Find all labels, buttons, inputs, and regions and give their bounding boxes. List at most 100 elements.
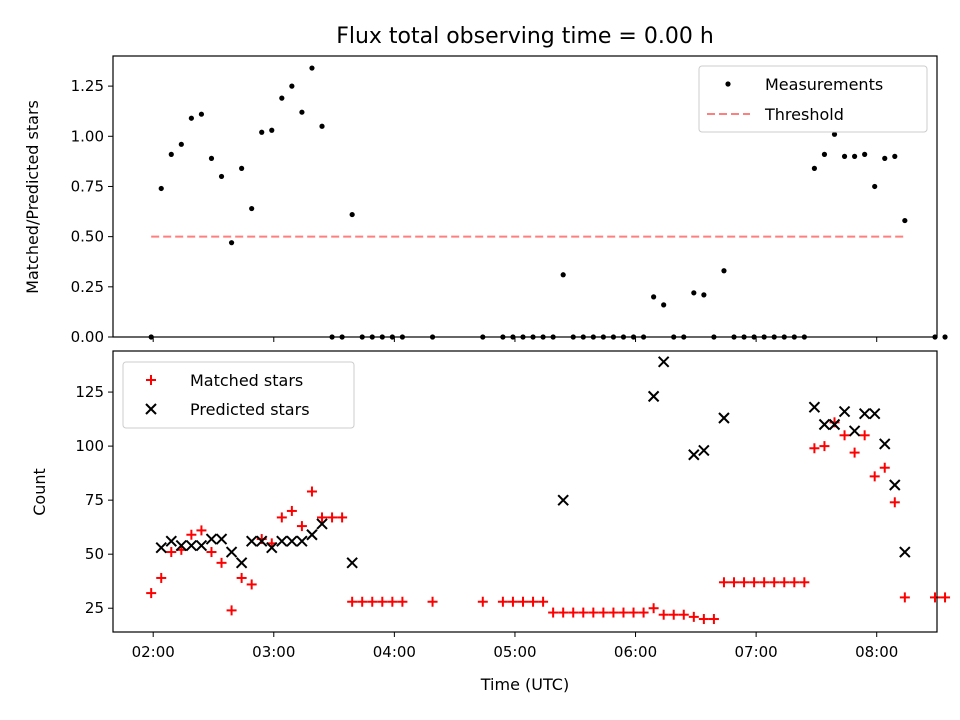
bottom-y-axis-label: Count xyxy=(30,468,49,516)
bottom-x-tick-label: 04:00 xyxy=(373,643,416,661)
matched-star-point xyxy=(236,572,247,583)
matched-star-point xyxy=(166,547,177,558)
measurement-point xyxy=(651,294,657,300)
top-y-tick-label: 0.50 xyxy=(71,228,104,246)
measurement-point xyxy=(892,153,898,159)
legend-threshold-label: Threshold xyxy=(764,105,844,124)
matched-star-point xyxy=(718,577,729,588)
predicted-star-point xyxy=(889,479,901,491)
top-y-axis-label: Matched/Predicted stars xyxy=(23,100,42,294)
predicted-star-point xyxy=(205,533,218,545)
matched-star-point xyxy=(739,577,750,588)
measurement-point xyxy=(158,185,164,192)
matched-star-point xyxy=(628,607,639,618)
measurement-point xyxy=(721,268,727,274)
predicted-star-point xyxy=(245,535,258,547)
top-legend: Measurements Threshold xyxy=(698,65,928,133)
bottom-x-tick-label: 07:00 xyxy=(735,643,778,661)
matched-star-point xyxy=(698,614,709,625)
matched-star-point xyxy=(799,577,810,588)
top-axes-frame xyxy=(112,55,938,338)
predicted-star-point xyxy=(808,401,821,413)
measurement-point xyxy=(319,123,325,129)
matched-star-point xyxy=(779,577,790,588)
matched-star-point xyxy=(869,471,880,482)
predicted-star-point xyxy=(286,535,298,547)
predicted-star-point xyxy=(195,539,208,552)
matched-star-point xyxy=(879,462,890,473)
matched-star-point xyxy=(568,607,579,618)
legend-matched-label: Matched stars xyxy=(190,371,303,390)
measurement-point xyxy=(188,115,194,121)
measurement-point xyxy=(942,334,948,340)
matched-star-point xyxy=(306,486,317,497)
measurement-point xyxy=(178,141,184,147)
predicted-star-point xyxy=(346,557,358,569)
legend-measurements-label: Measurements xyxy=(765,75,883,94)
matched-star-point xyxy=(929,592,940,603)
measurement-point xyxy=(208,155,215,161)
predicted-star-point xyxy=(165,535,177,547)
top-y-tick-label: 0.00 xyxy=(71,328,104,346)
matched-star-point xyxy=(940,592,951,603)
bottom-legend: Matched stars Predicted stars xyxy=(122,361,355,429)
bottom-y-tick-label: 75 xyxy=(85,491,104,509)
figure-title: Flux total observing time = 0.00 h xyxy=(336,24,714,49)
measurement-point xyxy=(882,155,888,161)
matched-star-point xyxy=(588,607,599,618)
predicted-star-point xyxy=(838,405,851,418)
matched-star-point xyxy=(648,603,659,614)
matched-star-point xyxy=(678,609,689,620)
bottom-axes-frame xyxy=(112,350,938,633)
predicted-star-point xyxy=(235,557,248,569)
measurement-point xyxy=(259,129,265,135)
matched-star-point xyxy=(517,596,528,607)
measurement-point xyxy=(841,153,848,159)
matched-star-point xyxy=(708,614,719,625)
matched-star-point xyxy=(668,609,679,620)
matched-star-point xyxy=(749,577,760,588)
bottom-y-tick-label: 125 xyxy=(75,383,104,401)
measurement-point xyxy=(872,183,878,190)
predicted-star-point xyxy=(647,390,660,403)
matched-star-point xyxy=(507,596,518,607)
predicted-star-point xyxy=(557,494,569,506)
predicted-star-point xyxy=(868,407,881,420)
predicted-star-point xyxy=(657,356,670,368)
measurement-point xyxy=(862,151,868,157)
predicted-star-point xyxy=(848,425,861,437)
matched-star-point xyxy=(327,512,338,523)
predicted-star-point xyxy=(276,535,288,547)
matched-star-point xyxy=(186,529,197,540)
measurement-point xyxy=(701,292,707,298)
measurement-point xyxy=(309,65,315,71)
measurement-point xyxy=(289,83,295,89)
matched-star-point xyxy=(849,447,860,458)
measurement-point xyxy=(852,153,858,159)
matched-star-point xyxy=(819,441,830,452)
matched-star-point xyxy=(729,577,740,588)
matched-star-point xyxy=(226,605,237,616)
measurement-point xyxy=(239,165,245,171)
bottom-x-tick-label: 06:00 xyxy=(614,643,657,661)
matched-star-point xyxy=(789,577,800,588)
matched-star-point xyxy=(347,596,358,607)
predicted-star-point xyxy=(306,529,318,541)
measurement-point xyxy=(269,127,275,133)
predicted-star-point xyxy=(698,444,710,457)
matched-star-point xyxy=(638,607,649,618)
predicted-star-point xyxy=(175,539,188,552)
matched-star-point xyxy=(156,572,167,583)
bottom-y-tick-label: 50 xyxy=(85,545,104,563)
matched-star-point xyxy=(608,607,619,618)
measurement-point xyxy=(198,111,205,117)
predicted-star-point xyxy=(818,418,831,431)
matched-star-point xyxy=(427,596,438,607)
matched-star-point xyxy=(317,512,328,523)
matched-star-point xyxy=(859,430,870,441)
legend-measurements-marker xyxy=(725,81,731,87)
legend-predicted-marker xyxy=(145,403,157,415)
matched-star-point xyxy=(296,521,307,532)
bottom-x-axis-label: Time (UTC) xyxy=(480,675,569,694)
measurement-point xyxy=(831,131,838,137)
